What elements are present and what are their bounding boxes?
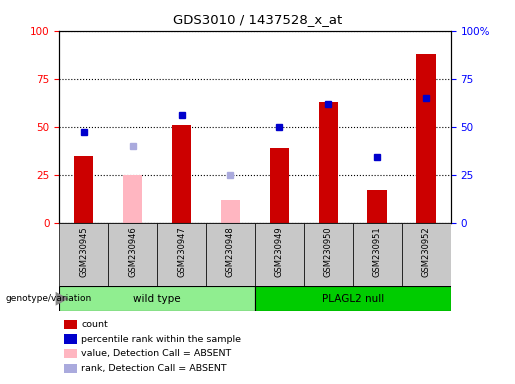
Text: GSM230947: GSM230947 [177,226,186,276]
Bar [157,223,206,286]
Bar [416,54,436,223]
Text: percentile rank within the sample: percentile rank within the sample [81,334,242,344]
Text: GSM230950: GSM230950 [324,226,333,276]
Text: GSM230946: GSM230946 [128,226,137,276]
Bar [318,102,338,223]
Bar [59,223,108,286]
Bar [353,223,402,286]
Text: GSM230951: GSM230951 [373,226,382,276]
Bar [304,223,353,286]
Text: rank, Detection Call = ABSENT: rank, Detection Call = ABSENT [81,364,227,373]
Bar [402,223,451,286]
Text: GSM230952: GSM230952 [422,226,431,276]
Text: GDS3010 / 1437528_x_at: GDS3010 / 1437528_x_at [173,13,342,26]
Bar [220,200,240,223]
Text: genotype/variation: genotype/variation [5,294,91,303]
Bar [206,223,255,286]
Polygon shape [56,292,68,306]
Text: GSM230945: GSM230945 [79,226,88,276]
Bar [108,223,157,286]
Bar [255,223,304,286]
Bar [74,156,94,223]
Text: PLAGL2 null: PLAGL2 null [322,293,384,304]
Text: count: count [81,320,108,329]
Bar [171,125,191,223]
Bar [269,148,289,223]
Bar [59,286,255,311]
Bar [255,286,451,311]
Bar [367,190,387,223]
Text: GSM230948: GSM230948 [226,226,235,276]
Bar [123,175,142,223]
Text: wild type: wild type [133,293,181,304]
Text: value, Detection Call = ABSENT: value, Detection Call = ABSENT [81,349,232,358]
Text: GSM230949: GSM230949 [275,226,284,276]
